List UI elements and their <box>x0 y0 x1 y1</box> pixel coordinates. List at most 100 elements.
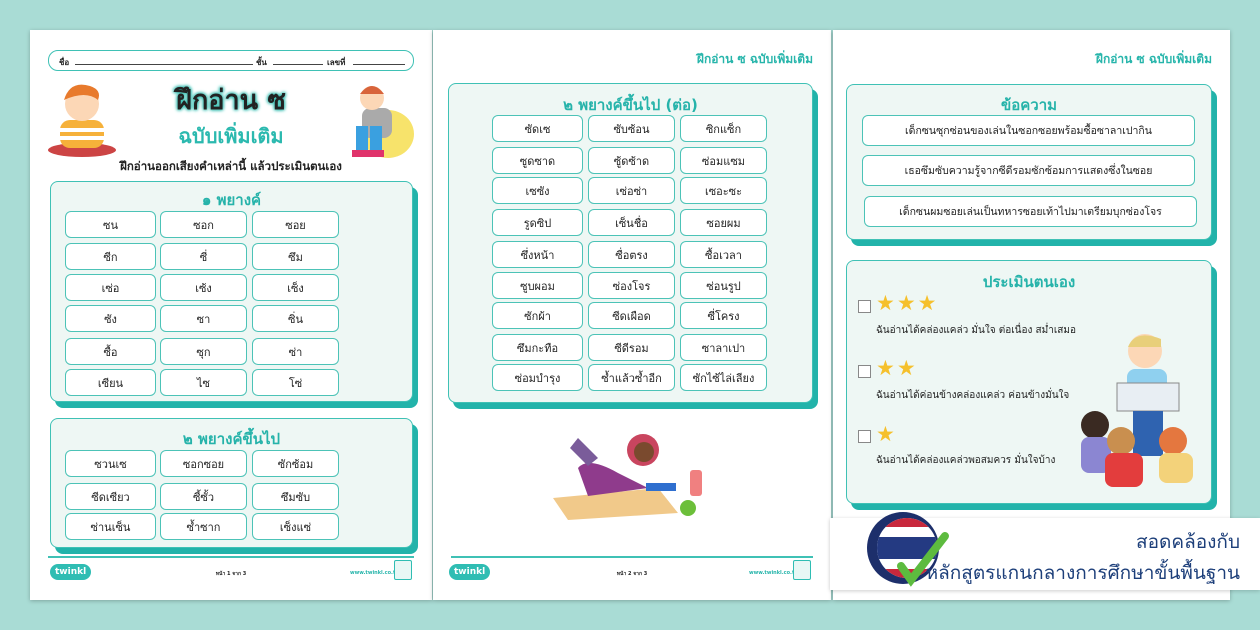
word-card: ซู้ดซ้าด <box>588 147 675 174</box>
self-assessment-section: ประเมินตนเอง ★★★ ฉันอ่านได้คล่องแคล่ว มั… <box>846 260 1212 504</box>
word-card: เซ่อซ่า <box>588 177 675 204</box>
word-card: เซ็งแซ่ <box>252 513 339 540</box>
twinkl-logo: twinkl <box>50 564 92 580</box>
word-card: ซื้อเวลา <box>680 241 767 268</box>
section-title: ๑ พยางค์ <box>201 191 262 209</box>
word-card: ซ่านเซ็น <box>65 513 156 540</box>
word-card: ซักผ้า <box>492 302 583 329</box>
word-card: ซัดเซ <box>492 115 583 142</box>
word-card: ซี่ <box>160 243 247 270</box>
website-link[interactable]: www.twinkl.co.th <box>350 570 399 576</box>
thai-flag-check-icon <box>863 510 953 590</box>
word-card: ซึม <box>252 243 339 270</box>
number-field[interactable] <box>353 64 405 65</box>
worksheet-page-2: ฝึกอ่าน ซ ฉบับเพิ่มเติม ๒ พยางค์ขึ้นไป (… <box>433 30 831 600</box>
word-card: ซีก <box>65 243 156 270</box>
word-card: เซซัง <box>492 177 583 204</box>
word-card: ซักซ้อม <box>252 450 339 477</box>
word-card: ซอย <box>252 211 339 238</box>
word-card: ซวนเซ <box>65 450 156 477</box>
word-card: ซื้อ <box>65 338 156 365</box>
word-card: ซ้ำซาก <box>160 513 247 540</box>
word-card: เซอะซะ <box>680 177 767 204</box>
word-card: ซักไซ้ไล่เลียง <box>680 364 767 391</box>
word-card: ซึมซับ <box>252 483 339 510</box>
section-title: ข้อความ <box>1000 96 1058 114</box>
page-header: ฝึกอ่าน ซ ฉบับเพิ่มเติม <box>696 52 813 66</box>
word-card: เซ่อ <box>65 274 156 301</box>
worksheet-page-3: ฝึกอ่าน ซ ฉบับเพิ่มเติม ข้อความ เด็กซนซุ… <box>833 30 1230 600</box>
page-number: หน้า 1 จาก 3 <box>215 571 247 577</box>
word-card: ซี้ซั้ว <box>160 483 247 510</box>
website-link[interactable]: www.twinkl.co.th <box>749 570 798 576</box>
class-label: ชั้น <box>256 58 267 67</box>
rating-description: ฉันอ่านได้คล่องแคล่วพอสมควร มั่นใจบ้าง <box>876 455 1056 466</box>
two-stars-icon: ★★ <box>876 356 918 380</box>
teacher-reading-to-children-illustration <box>1073 329 1203 489</box>
badge-line-1: สอดคล้องกับ <box>1136 531 1240 553</box>
word-card: ซ่อมแซม <box>680 147 767 174</box>
rating-checkbox-3[interactable] <box>858 300 871 313</box>
rating-description: ฉันอ่านได้คล่องแคล่ว มั่นใจ ต่อเนื่อง สม… <box>876 325 1076 336</box>
section-multi-syllable-continued: ๒ พยางค์ขึ้นไป (ต่อ) ซัดเซ ซับซ้อน ซิกแซ็ก… <box>448 83 813 403</box>
word-card: เซ็ง <box>252 274 339 301</box>
page-number: หน้า 2 จาก 3 <box>616 571 648 577</box>
section-title: ๒ พยางค์ขึ้นไป (ต่อ) <box>563 96 698 114</box>
word-card: ซ่อนรูป <box>680 272 767 299</box>
word-card: ซัง <box>65 305 156 332</box>
word-card: ซาลาเปา <box>680 334 767 361</box>
word-card: ซอก <box>160 211 247 238</box>
word-card: ซิกแซ็ก <box>680 115 767 142</box>
boy-reading-illustration <box>46 78 118 160</box>
curriculum-badge: สอดคล้องกับ หลักสูตรแกนกลางการศึกษาขั้นพ… <box>830 512 1260 590</box>
word-card: ซุก <box>160 338 247 365</box>
quality-seal-icon <box>394 560 412 580</box>
footer-divider <box>48 556 414 558</box>
word-card: เซียน <box>65 369 156 396</box>
sentence-card: เธอซึมซับความรู้จากซีดีรอมซักซ้อมการแสดง… <box>862 155 1195 186</box>
twinkl-logo: twinkl <box>449 564 491 580</box>
word-card: โซ่ <box>252 369 339 396</box>
name-field[interactable] <box>75 64 253 65</box>
word-card: ซน <box>65 211 156 238</box>
quality-seal-icon <box>793 560 811 580</box>
sentence-card: เด็กซนผมซอยเล่นเป็นทหารซอยเท้าไปมาเตรียม… <box>864 196 1197 227</box>
rating-checkbox-1[interactable] <box>858 430 871 443</box>
word-card: ซื่อตรง <box>588 241 675 268</box>
word-card: ซีดเซียว <box>65 483 156 510</box>
sentence-card: เด็กซนซุกซ่อนของเล่นในซอกซอยพร้อมซื้อซาล… <box>862 115 1195 146</box>
badge-line-2: หลักสูตรแกนกลางการศึกษาขั้นพื้นฐาน <box>925 562 1240 584</box>
word-card: ซอกซอย <box>160 450 247 477</box>
word-card: ซูบผอม <box>492 272 583 299</box>
word-card: ซิ่น <box>252 305 339 332</box>
girl-reading-tablet-illustration <box>548 428 708 523</box>
section-multi-syllable: ๒ พยางค์ขึ้นไป ซวนเซ ซอกซอย ซักซ้อมซีดเซีย… <box>50 418 413 548</box>
rating-checkbox-2[interactable] <box>858 365 871 378</box>
one-star-icon: ★ <box>876 422 897 446</box>
worksheet-title: ฝึกอ่าน ซ <box>176 85 286 116</box>
class-field[interactable] <box>273 64 323 65</box>
word-card: ซ้ำแล้วซ้ำอีก <box>588 364 675 391</box>
number-label: เลขที่ <box>327 58 346 67</box>
section-title: ประเมินตนเอง <box>982 273 1076 291</box>
student-info-bar: ชื่อ ชั้น เลขที่ <box>48 50 414 71</box>
word-card: ซอยผม <box>680 209 767 236</box>
three-stars-icon: ★★★ <box>876 291 939 315</box>
word-card: ซี่โครง <box>680 302 767 329</box>
word-card: ซ่องโจร <box>588 272 675 299</box>
word-card: ซูดซาด <box>492 147 583 174</box>
word-card: ซึ่งหน้า <box>492 241 583 268</box>
worksheet-subtitle: ฉบับเพิ่มเติม <box>178 124 284 148</box>
word-card: ซ่า <box>252 338 339 365</box>
rating-description: ฉันอ่านได้ค่อนข้างคล่องแคล่ว ค่อนข้างมั่… <box>876 390 1070 401</box>
page-header: ฝึกอ่าน ซ ฉบับเพิ่มเติม <box>1095 52 1212 66</box>
word-card: เซ็นชื่อ <box>588 209 675 236</box>
girl-reading-illustration <box>342 78 414 160</box>
word-card: ซึมกะทือ <box>492 334 583 361</box>
word-card: ซีดีรอม <box>588 334 675 361</box>
word-card: ซีดเผือด <box>588 302 675 329</box>
footer-divider <box>451 556 813 558</box>
word-card: รูดซิป <box>492 209 583 236</box>
word-card: ซ่อมบำรุง <box>492 364 583 391</box>
section-title: ๒ พยางค์ขึ้นไป <box>182 430 281 448</box>
